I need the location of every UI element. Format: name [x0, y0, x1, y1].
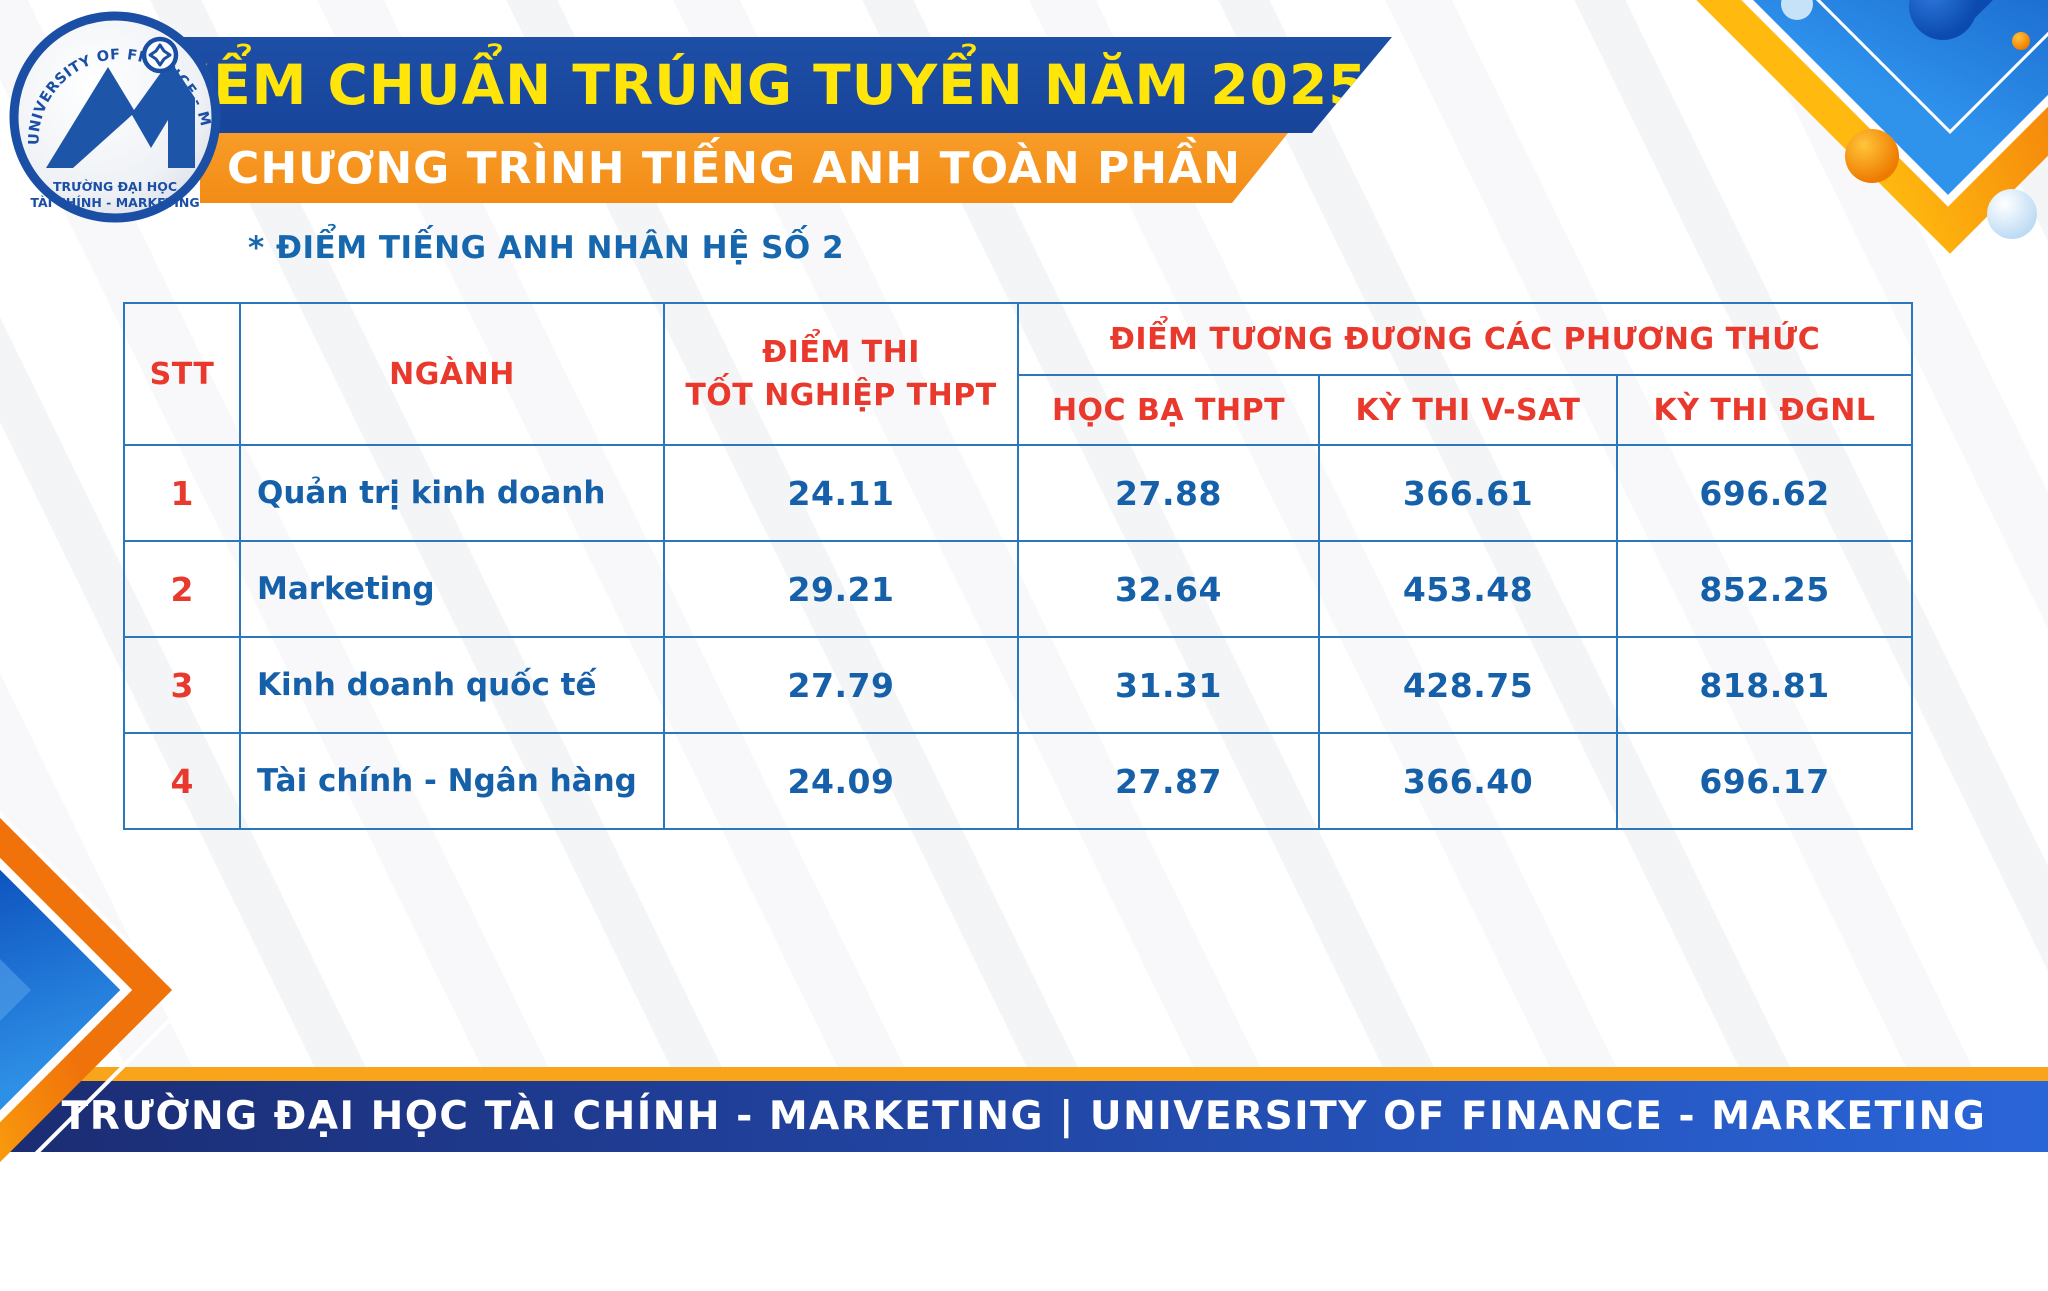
decor-sphere-lightblue [1987, 189, 2037, 239]
row-score-thpt: 24.09 [663, 732, 1019, 830]
logo-m-monogram [46, 60, 195, 168]
row-score-vsat: 366.40 [1318, 732, 1618, 830]
col-header-diem-thi-line2: TỐT NGHIỆP THPT [685, 378, 997, 413]
decor-circle-lightblue [1781, 0, 1813, 20]
row-stt: 1 [123, 444, 241, 542]
col-header-vsat: KỲ THI V-SAT [1318, 374, 1618, 446]
row-stt: 3 [123, 636, 241, 734]
footer-orange-strip [0, 1067, 2048, 1081]
logo-star-ring [141, 36, 179, 74]
row-score-hocba: 27.88 [1017, 444, 1320, 542]
row-score-thpt: 29.21 [663, 540, 1019, 638]
col-header-diem-thi-line1: ĐIỂM THI [762, 334, 920, 370]
row-score-dgnl: 696.17 [1616, 732, 1913, 830]
university-logo-svg: UNIVERSITY OF FINANCE - MARKETING TRƯỜNG… [2, 0, 221, 223]
row-score-hocba: 27.87 [1017, 732, 1320, 830]
row-score-thpt: 24.11 [663, 444, 1019, 542]
subtitle-banner: CHƯƠNG TRÌNH TIẾNG ANH TOÀN PHẦN [200, 133, 1288, 203]
row-score-dgnl: 852.25 [1616, 540, 1913, 638]
page-subtitle: CHƯƠNG TRÌNH TIẾNG ANH TOÀN PHẦN [227, 142, 1241, 194]
university-logo: UNIVERSITY OF FINANCE - MARKETING TRƯỜNG… [2, 0, 222, 224]
table-row: 4 Tài chính - Ngân hàng 24.09 27.87 366.… [123, 732, 1913, 830]
row-major: Quản trị kinh doanh [239, 444, 665, 542]
col-header-dgnl: KỲ THI ĐGNL [1616, 374, 1913, 446]
row-major: Tài chính - Ngân hàng [239, 732, 665, 830]
row-score-thpt: 27.79 [663, 636, 1019, 734]
row-score-hocba: 31.31 [1017, 636, 1320, 734]
title-banner: ĐIỂM CHUẨN TRÚNG TUYỂN NĂM 2025 [130, 37, 1392, 133]
row-score-vsat: 428.75 [1318, 636, 1618, 734]
row-major: Marketing [239, 540, 665, 638]
note-english-coefficient: * ĐIỂM TIẾNG ANH NHÂN HỆ SỐ 2 [248, 230, 845, 266]
row-score-hocba: 32.64 [1017, 540, 1320, 638]
table-row: 1 Quản trị kinh doanh 24.11 27.88 366.61… [123, 444, 1913, 542]
scores-table-wrap: STT NGÀNH ĐIỂM THI TỐT NGHIỆP THPT ĐIỂM … [123, 302, 1913, 830]
col-header-stt: STT [123, 302, 241, 446]
col-header-group-equivalent: ĐIỂM TƯƠNG ĐƯƠNG CÁC PHƯƠNG THỨC [1017, 302, 1913, 376]
col-header-hoc-ba: HỌC BẠ THPT [1017, 374, 1320, 446]
footer-text: TRƯỜNG ĐẠI HỌC TÀI CHÍNH - MARKETING | U… [61, 1094, 1987, 1139]
table-row: 2 Marketing 29.21 32.64 453.48 852.25 [123, 540, 1913, 638]
row-stt: 2 [123, 540, 241, 638]
col-header-nganh: NGÀNH [239, 302, 665, 446]
row-score-dgnl: 818.81 [1616, 636, 1913, 734]
row-major: Kinh doanh quốc tế [239, 636, 665, 734]
logo-star-icon [148, 43, 172, 67]
table-row: 3 Kinh doanh quốc tế 27.79 31.31 428.75 … [123, 636, 1913, 734]
logo-text-line2: TÀI CHÍNH - MARKETING [30, 195, 199, 210]
col-header-diem-thi: ĐIỂM THI TỐT NGHIỆP THPT [663, 302, 1019, 446]
row-score-vsat: 366.61 [1318, 444, 1618, 542]
scores-table: STT NGÀNH ĐIỂM THI TỐT NGHIỆP THPT ĐIỂM … [123, 302, 1913, 830]
row-score-dgnl: 696.62 [1616, 444, 1913, 542]
footer-bar: TRƯỜNG ĐẠI HỌC TÀI CHÍNH - MARKETING | U… [0, 1081, 2048, 1152]
row-score-vsat: 453.48 [1318, 540, 1618, 638]
logo-text-line1: TRƯỜNG ĐẠI HỌC [53, 179, 177, 194]
decor-sphere-orange [1845, 129, 1899, 183]
page-title: ĐIỂM CHUẨN TRÚNG TUYỂN NĂM 2025 [144, 53, 1368, 117]
decor-dot-orange [2012, 32, 2030, 50]
row-stt: 4 [123, 732, 241, 830]
